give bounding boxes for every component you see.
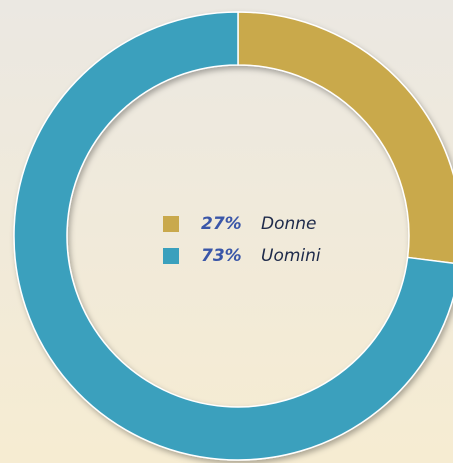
legend-value: 27%	[201, 214, 242, 234]
donut-segment	[13, 11, 453, 461]
legend-value: 73%	[201, 246, 242, 266]
legend-label: Uomini	[261, 246, 321, 266]
legend-swatch	[163, 216, 179, 232]
legend: 27% Donne 73% Uomini	[163, 214, 321, 266]
donut	[13, 11, 453, 461]
legend-swatch	[163, 248, 179, 264]
donut-segment	[237, 11, 453, 264]
legend-label: Donne	[261, 214, 317, 234]
